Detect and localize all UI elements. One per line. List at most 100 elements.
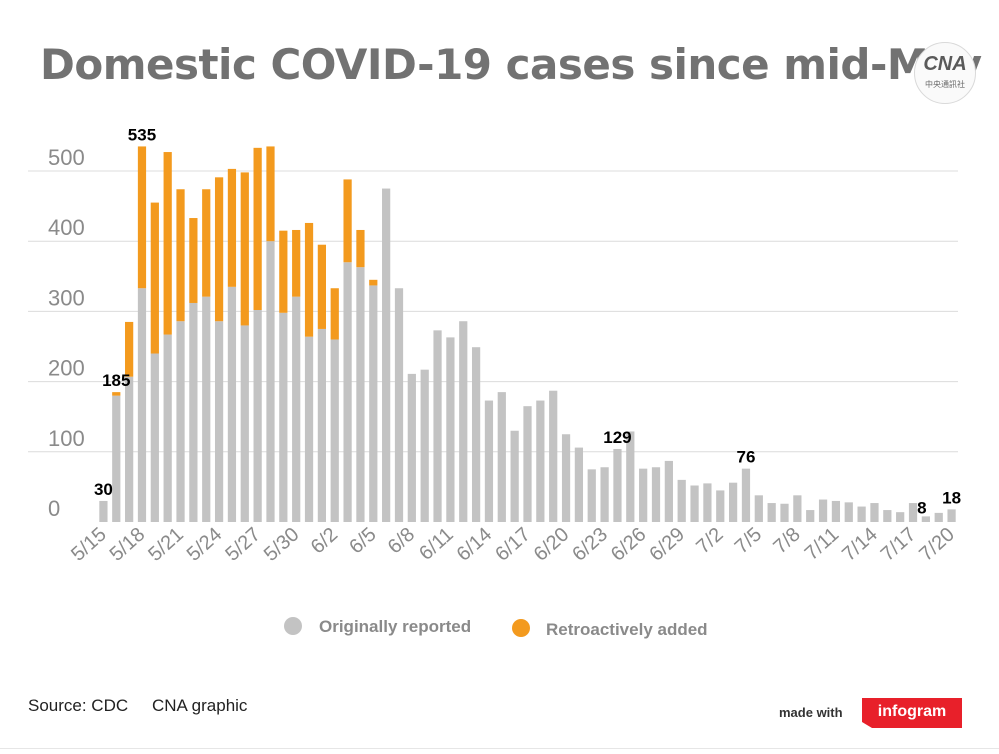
bar-original-6-24: [613, 448, 622, 522]
bar-retroactive-5-28: [266, 146, 275, 242]
bar-original-7-8: [793, 495, 802, 522]
bar-original-5-15: [99, 500, 108, 522]
x-tick-label-6-2: 6/2: [307, 523, 342, 558]
bar-original-5-27: [253, 309, 262, 522]
bar-original-6-15: [497, 392, 506, 522]
bar-original-7-7: [780, 503, 789, 522]
bar-original-6-23: [600, 467, 609, 522]
y-tick-label-100: 100: [48, 426, 85, 451]
legend-dot-original: [284, 617, 302, 635]
x-tick-label-7-17: 7/17: [877, 523, 921, 565]
bar-original-6-12: [459, 321, 468, 522]
bar-original-6-13: [471, 347, 481, 522]
bar-original-5-20: [163, 334, 172, 522]
x-tick-label-5-15: 5/15: [67, 523, 111, 565]
bar-original-7-2: [716, 490, 725, 522]
bar-original-5-18: [137, 288, 147, 522]
bar-original-7-11: [831, 500, 841, 522]
bar-original-5-29: [279, 312, 288, 522]
infogram-badge[interactable]: infogram: [862, 698, 962, 728]
y-tick-label-500: 500: [48, 145, 85, 170]
x-tick-label-6-20: 6/20: [530, 523, 574, 565]
bar-retroactive-5-16: [112, 392, 121, 396]
bar-original-7-4: [741, 468, 751, 522]
bar-original-6-27: [651, 467, 661, 522]
bar-original-5-28: [266, 241, 275, 522]
x-tick-label-5-21: 5/21: [144, 523, 188, 565]
bar-original-7-18: [921, 516, 930, 522]
bar-original-6-14: [484, 400, 494, 522]
x-tick-label-6-8: 6/8: [384, 523, 419, 558]
bar-original-5-19: [150, 353, 159, 522]
legend-label-original: Originally reported: [319, 617, 472, 636]
bar-retroactive-5-25: [227, 168, 237, 287]
bar-original-6-28: [664, 460, 673, 522]
x-tick-label-6-29: 6/29: [645, 523, 689, 565]
bar-original-7-17: [908, 503, 918, 522]
bar-original-7-6: [767, 503, 776, 522]
bar-original-7-20: [947, 509, 956, 522]
x-tick-label-7-11: 7/11: [801, 523, 844, 564]
y-tick-label-300: 300: [48, 285, 85, 310]
logo-text: CNA: [923, 53, 967, 75]
bar-original-6-1: [317, 328, 327, 522]
bar-original-6-10: [433, 330, 442, 522]
made-with-text[interactable]: made with: [779, 705, 843, 720]
bar-retroactive-6-1: [317, 244, 327, 329]
bar-original-7-10: [818, 499, 828, 522]
x-tick-label-5-18: 5/18: [106, 523, 150, 565]
bar-original-6-29: [677, 479, 686, 522]
bar-original-7-5: [754, 495, 763, 522]
bar-original-5-30: [292, 296, 301, 522]
y-tick-label-400: 400: [48, 215, 85, 240]
bar-original-7-16: [896, 512, 905, 522]
bar-original-6-18: [536, 400, 545, 522]
y-tick-label-0: 0: [48, 496, 60, 521]
x-tick-label-6-23: 6/23: [568, 523, 612, 565]
bar-original-6-30: [690, 485, 699, 522]
bar-original-6-26: [639, 468, 648, 522]
x-tick-label-5-27: 5/27: [221, 523, 265, 565]
bar-original-6-16: [510, 430, 519, 522]
bar-retroactive-6-4: [356, 229, 365, 268]
bar-original-5-16: [112, 395, 121, 522]
bar-retroactive-6-3: [343, 179, 352, 263]
x-tick-label-6-11: 6/11: [415, 523, 458, 564]
bar-retroactive-5-29: [279, 230, 288, 313]
bar-original-5-24: [214, 321, 224, 522]
bar-original-7-15: [883, 510, 892, 522]
source-note: Source: CDC: [28, 696, 129, 715]
data-label-7-18: 8: [917, 498, 926, 517]
bar-retroactive-5-22: [189, 218, 198, 303]
bar-original-6-6: [382, 188, 391, 523]
x-tick-label-5-24: 5/24: [183, 523, 227, 565]
bar-original-6-21: [574, 447, 584, 522]
bar-original-5-23: [202, 296, 211, 522]
bar-retroactive-5-17: [125, 321, 134, 377]
bar-original-7-14: [870, 503, 879, 522]
chart-title: Domestic COVID-19 cases since mid-May: [40, 40, 982, 89]
bar-original-6-4: [356, 267, 365, 522]
bar-chart: 0 100 200 300 400 500 5/155/185/215/245/275/30…: [28, 125, 961, 566]
bar-original-5-22: [189, 302, 198, 522]
y-tick-label-200: 200: [48, 356, 85, 381]
legend-label-retroactive: Retroactively added: [546, 620, 708, 639]
bar-original-6-11: [446, 337, 455, 522]
x-tick-label-6-17: 6/17: [491, 523, 535, 565]
bar-original-6-19: [549, 390, 558, 522]
x-tick-label-7-8: 7/8: [769, 523, 804, 558]
bottom-divider: [0, 748, 999, 749]
legend-dot-retroactive: [512, 619, 530, 637]
bar-original-7-13: [857, 506, 866, 522]
bar-original-6-17: [523, 406, 532, 522]
bar-original-6-7: [394, 288, 404, 522]
bar-retroactive-6-2: [330, 288, 339, 340]
bar-retroactive-5-19: [150, 202, 159, 354]
graphic-credit: CNA graphic: [152, 696, 248, 715]
bar-retroactive-5-30: [292, 229, 301, 297]
bar-original-7-1: [703, 483, 712, 522]
data-label-5-16: 185: [102, 371, 130, 390]
bar-retroactive-5-31: [304, 222, 314, 337]
x-tick-label-7-14: 7/14: [838, 523, 882, 565]
bar-original-6-5: [369, 285, 378, 522]
